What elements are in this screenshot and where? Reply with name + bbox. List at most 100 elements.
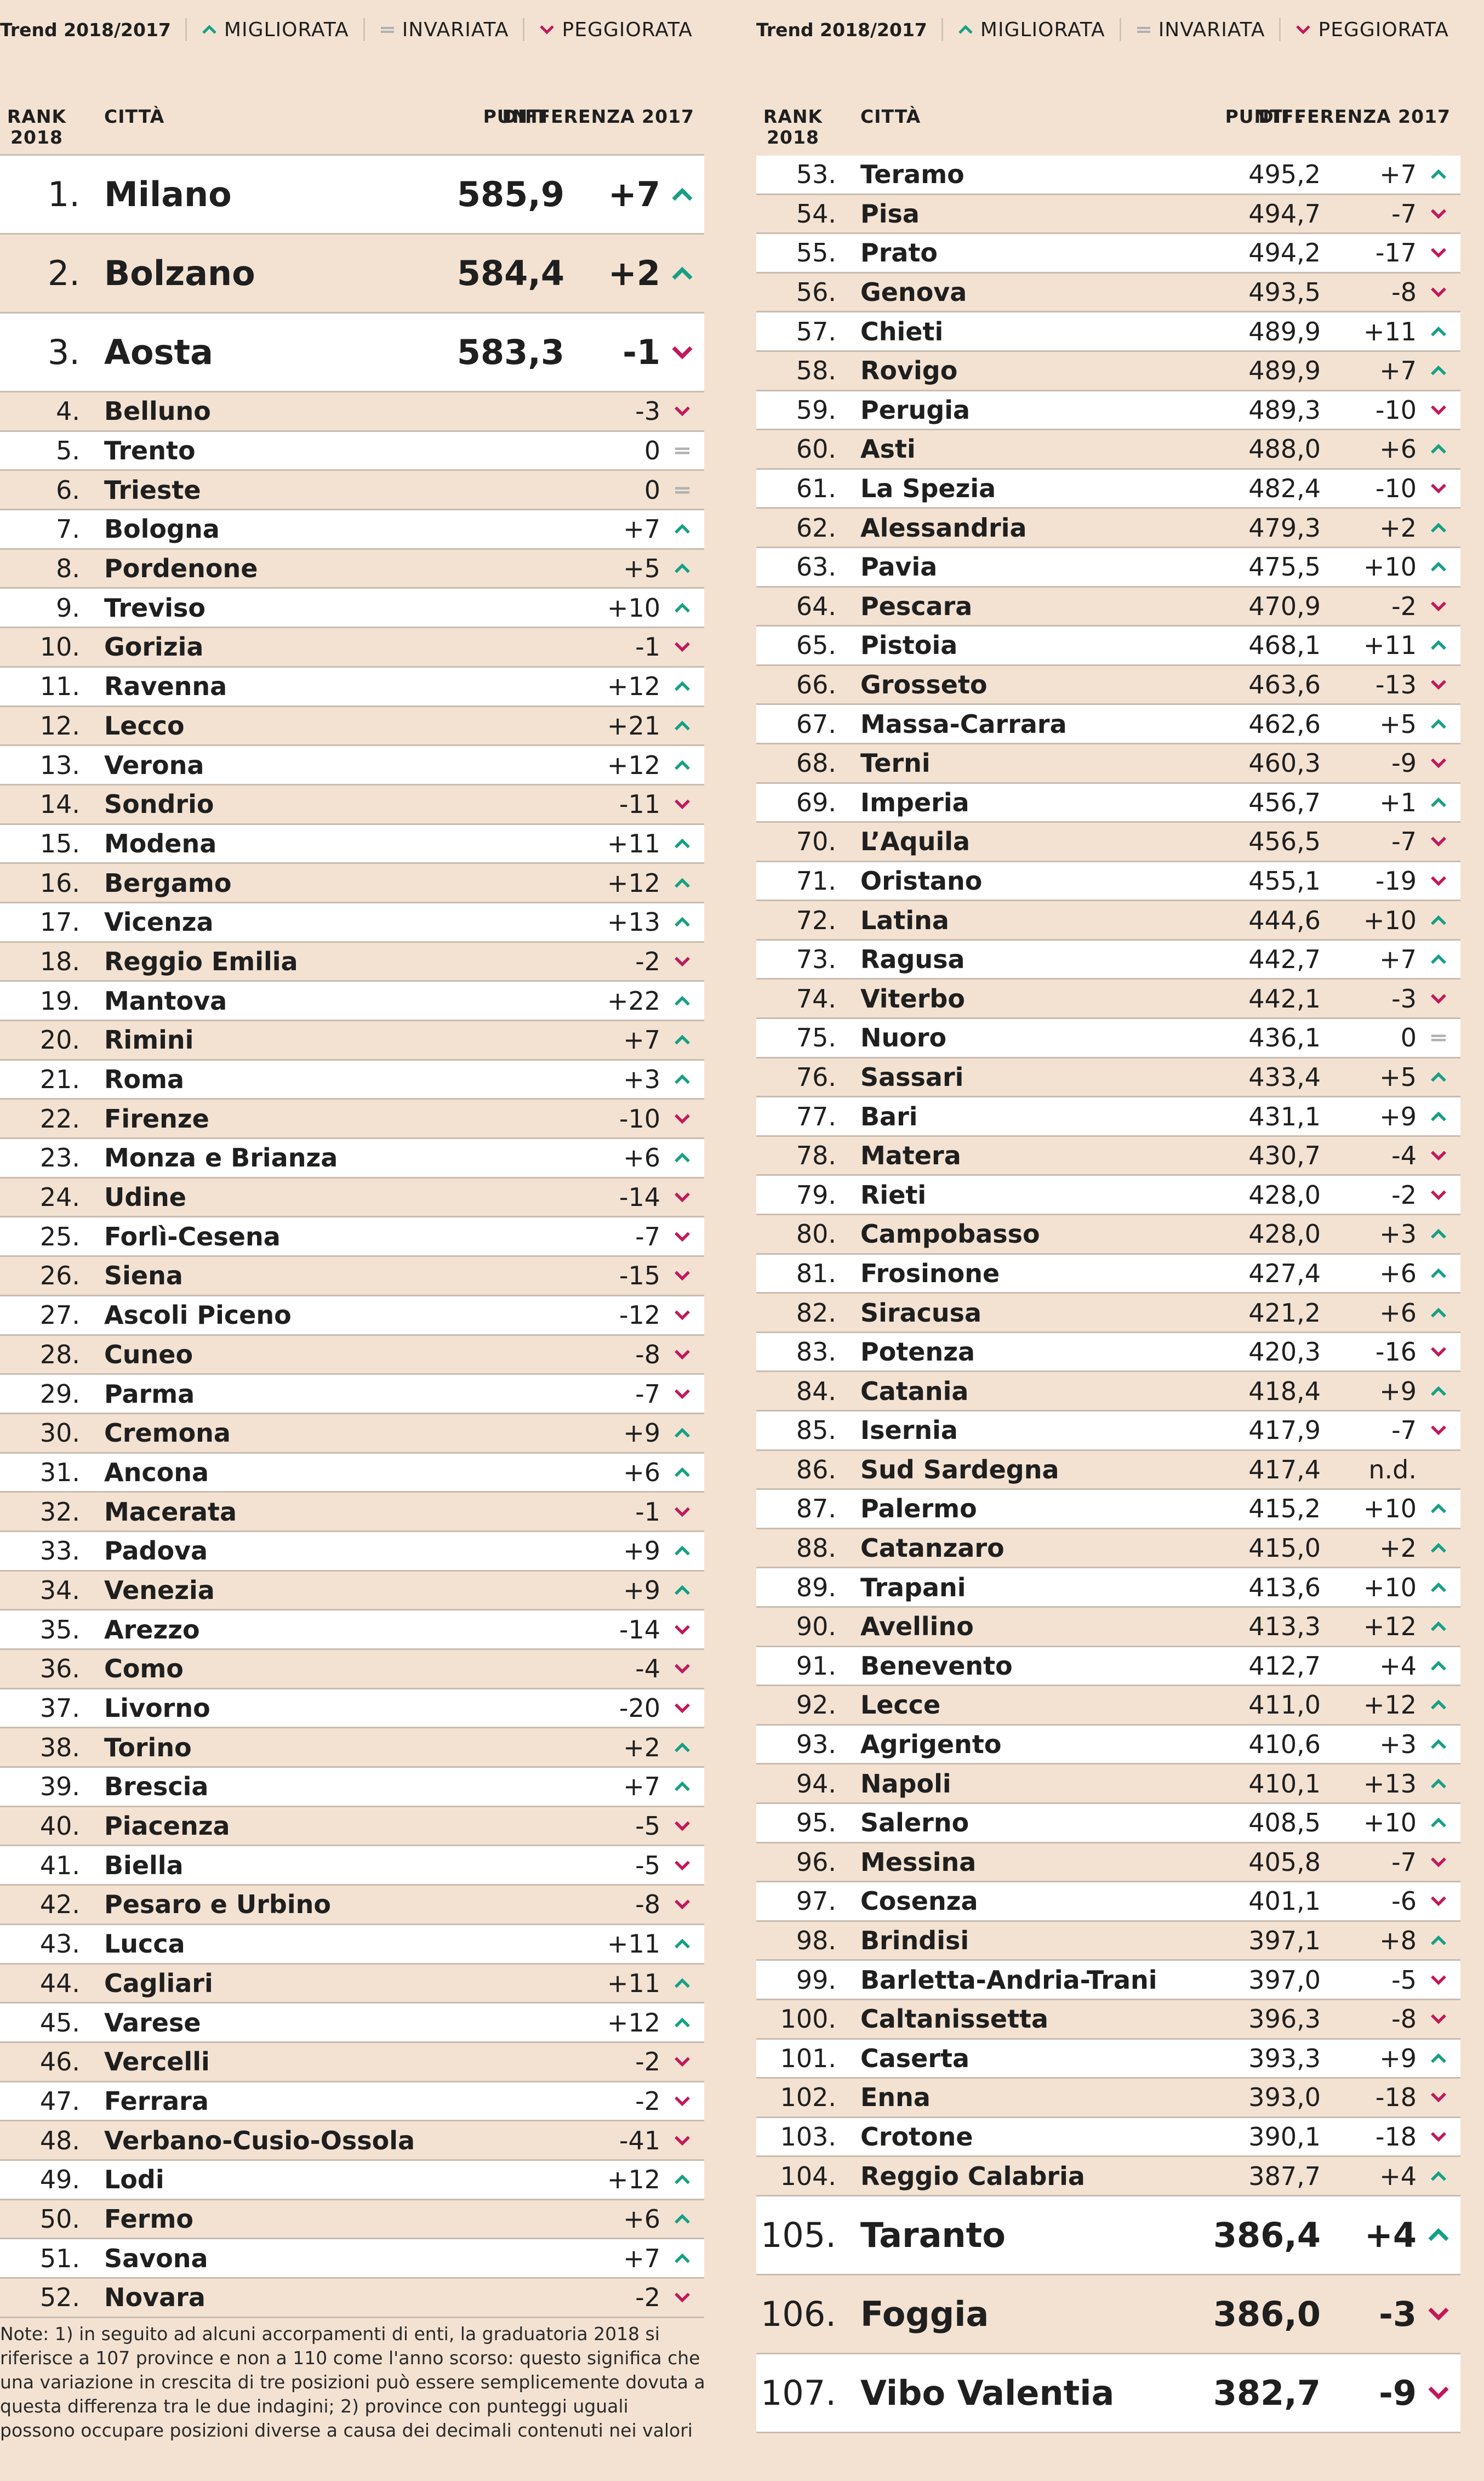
- arrow-down-icon: [660, 955, 704, 968]
- ranking-column-left: Trend 2018/2017 MIGLIORATA INVARIATA PEG…: [0, 0, 704, 2318]
- row-punti: 386,4: [1213, 2215, 1321, 2255]
- row-rank: 1.: [47, 174, 80, 214]
- arrow-down-icon: [660, 2095, 704, 2108]
- row-difference: +21: [607, 710, 660, 741]
- table-row: 18. Reggio Emilia -2: [0, 942, 704, 982]
- table-row: 43. Lucca +11: [0, 1925, 704, 1965]
- row-difference: +10: [1363, 905, 1417, 935]
- row-city: Pescara: [860, 591, 973, 621]
- row-punti: 427,4: [1248, 1258, 1321, 1288]
- row-city: Grosseto: [860, 670, 988, 700]
- row-punti: 417,9: [1248, 1415, 1321, 1446]
- row-city: Avellino: [860, 1612, 974, 1642]
- table-row: 73. Ragusa 442,7 +7: [756, 940, 1460, 980]
- row-rank: 6.: [56, 475, 80, 505]
- row-difference: -41: [619, 2125, 660, 2155]
- row-difference: 0: [644, 475, 660, 505]
- table-row: 98. Brindisi 397,1 +8: [756, 1921, 1460, 1961]
- table-row: 69. Imperia 456,7 +1: [756, 783, 1460, 823]
- row-punti: 393,0: [1248, 2082, 1321, 2113]
- row-city: Lodi: [104, 2165, 164, 2195]
- arrow-up-icon: [660, 759, 704, 772]
- arrow-up-icon: [660, 2173, 704, 2186]
- row-difference: +6: [623, 1143, 660, 1173]
- row-rank: 27.: [39, 1300, 80, 1330]
- arrow-up-icon: [660, 1073, 704, 1086]
- footnotes: Note: 1) in seguito ad alcuni accorpamen…: [0, 2323, 705, 2441]
- row-difference: -13: [1375, 670, 1417, 700]
- arrow-down-icon: [660, 1230, 704, 1243]
- row-difference: -2: [635, 2283, 660, 2313]
- row-difference: +10: [1363, 552, 1417, 582]
- row-rank: 42.: [39, 1890, 80, 1920]
- row-difference: -14: [619, 1182, 660, 1213]
- row-city: Pisa: [860, 198, 920, 229]
- row-city: Rieti: [860, 1180, 927, 1210]
- header-difference: DIFFERENZA 2017: [502, 106, 694, 127]
- row-rank: 92.: [796, 1690, 836, 1720]
- row-punti: 489,9: [1248, 356, 1321, 386]
- row-difference: -12: [619, 1300, 660, 1330]
- table-row: 50. Fermo +6: [0, 2200, 704, 2240]
- arrow-up-icon: [660, 562, 704, 575]
- row-rank: 87.: [796, 1494, 836, 1524]
- row-punti: 475,5: [1248, 552, 1321, 582]
- row-punti: 442,1: [1248, 983, 1321, 1014]
- table-row: 93. Agrigento 410,6 +3: [756, 1725, 1460, 1765]
- table-row: 26. Siena -15: [0, 1257, 704, 1296]
- table-row: 39. Brescia +7: [0, 1768, 704, 1807]
- row-punti: 479,3: [1248, 513, 1321, 543]
- row-rank: 17.: [39, 907, 80, 937]
- row-punti: 494,2: [1248, 238, 1321, 268]
- row-difference: -2: [635, 2047, 660, 2077]
- row-difference: +6: [623, 2204, 660, 2234]
- row-punti: 408,5: [1248, 1808, 1321, 1838]
- row-rank: 53.: [796, 160, 836, 190]
- row-rank: 80.: [796, 1219, 836, 1249]
- arrow-up-icon: [660, 1426, 704, 1439]
- row-difference: 0: [1400, 1023, 1417, 1053]
- row-city: Nuoro: [860, 1023, 947, 1053]
- table-row: 92. Lecce 411,0 +12: [756, 1686, 1460, 1726]
- row-punti: 489,3: [1248, 395, 1321, 425]
- legend-unchanged-label: INVARIATA: [402, 18, 509, 41]
- table-row: 24. Udine -14: [0, 1178, 704, 1218]
- table-row: 61. La Spezia 482,4 -10: [756, 469, 1460, 509]
- row-punti: 420,3: [1248, 1337, 1321, 1367]
- arrow-down-icon: [660, 1819, 704, 1833]
- arrow-up-icon: [660, 1466, 704, 1479]
- table-row: 1. Milano 585,9 +7: [0, 156, 704, 235]
- row-difference: +12: [1363, 1690, 1417, 1720]
- row-punti: 488,0: [1248, 434, 1321, 464]
- arrow-down-icon: [1295, 24, 1311, 36]
- table-row: 102. Enna 393,0 -18: [756, 2079, 1460, 2118]
- row-difference: -2: [1391, 591, 1417, 621]
- row-rank: 41.: [39, 1850, 80, 1880]
- row-difference: -8: [1391, 2004, 1417, 2034]
- row-city: Bergamo: [104, 868, 232, 898]
- ranking-rows-right: 53. Teramo 495,2 +7 54. Pisa 494,7 -7 55. Prato 49…: [756, 156, 1460, 2433]
- row-city: Asti: [860, 434, 916, 464]
- row-punti: 405,8: [1248, 1847, 1321, 1877]
- row-difference: +9: [1379, 1101, 1417, 1131]
- arrow-down-icon: [1417, 246, 1460, 259]
- table-row: 91. Benevento 412,7 +4: [756, 1647, 1460, 1687]
- row-city: Genova: [860, 277, 967, 308]
- table-row: 45. Varese +12: [0, 2004, 704, 2043]
- row-city: Biella: [104, 1850, 184, 1880]
- row-difference: +9: [623, 1418, 660, 1448]
- row-punti: 410,1: [1248, 1768, 1321, 1799]
- row-rank: 44.: [39, 1968, 80, 1998]
- row-difference: -6: [1391, 1886, 1417, 1916]
- arrow-down-icon: [1417, 835, 1460, 848]
- row-rank: 101.: [780, 2043, 836, 2073]
- row-punti: 482,4: [1248, 474, 1321, 504]
- row-rank: 34.: [39, 1575, 80, 1605]
- row-city: Chieti: [860, 316, 944, 346]
- row-rank: 70.: [796, 827, 836, 857]
- row-difference: +5: [623, 554, 660, 584]
- row-city: Frosinone: [860, 1258, 1000, 1288]
- table-row: 11. Ravenna +12: [0, 667, 704, 707]
- row-city: Trapani: [860, 1572, 966, 1602]
- arrow-up-icon: [1417, 1541, 1460, 1555]
